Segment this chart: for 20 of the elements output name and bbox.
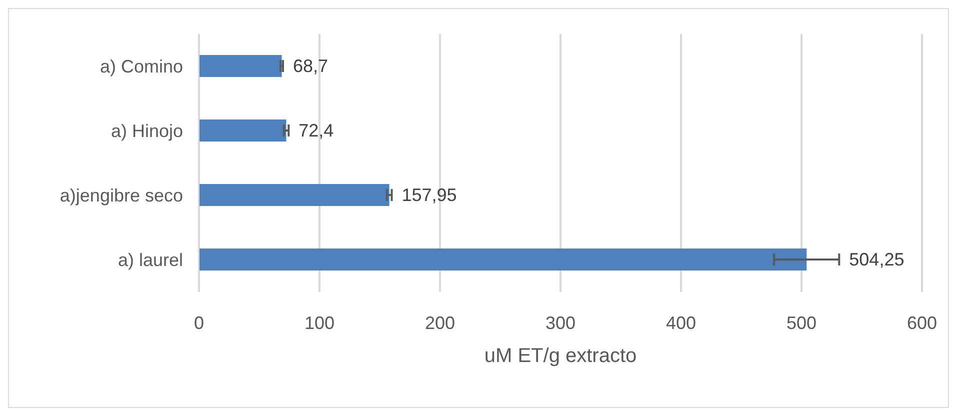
bar [199, 184, 390, 206]
x-tick-label: 600 [906, 312, 938, 333]
y-tick-label: a) Comino [100, 56, 183, 77]
data-label: 504,25 [849, 250, 904, 270]
x-tick-label: 200 [424, 312, 456, 333]
bar [199, 248, 807, 270]
x-tick-label: 0 [194, 312, 204, 333]
y-tick-label: a)jengibre seco [60, 186, 183, 206]
bar [199, 55, 282, 77]
x-axis-title: uM ET/g extracto [484, 345, 637, 367]
x-tick-label: 300 [545, 312, 576, 333]
x-tick-label: 400 [666, 312, 696, 333]
data-label: 72,4 [298, 120, 334, 140]
y-tick-label: a) Hinojo [110, 121, 183, 142]
y-tick-label: a) laurel [118, 250, 183, 270]
bar [199, 120, 286, 142]
data-label: 157,95 [402, 185, 457, 205]
data-label: 68,7 [292, 56, 328, 76]
x-tick-label: 500 [786, 312, 817, 333]
x-tick-label: 100 [304, 312, 335, 333]
